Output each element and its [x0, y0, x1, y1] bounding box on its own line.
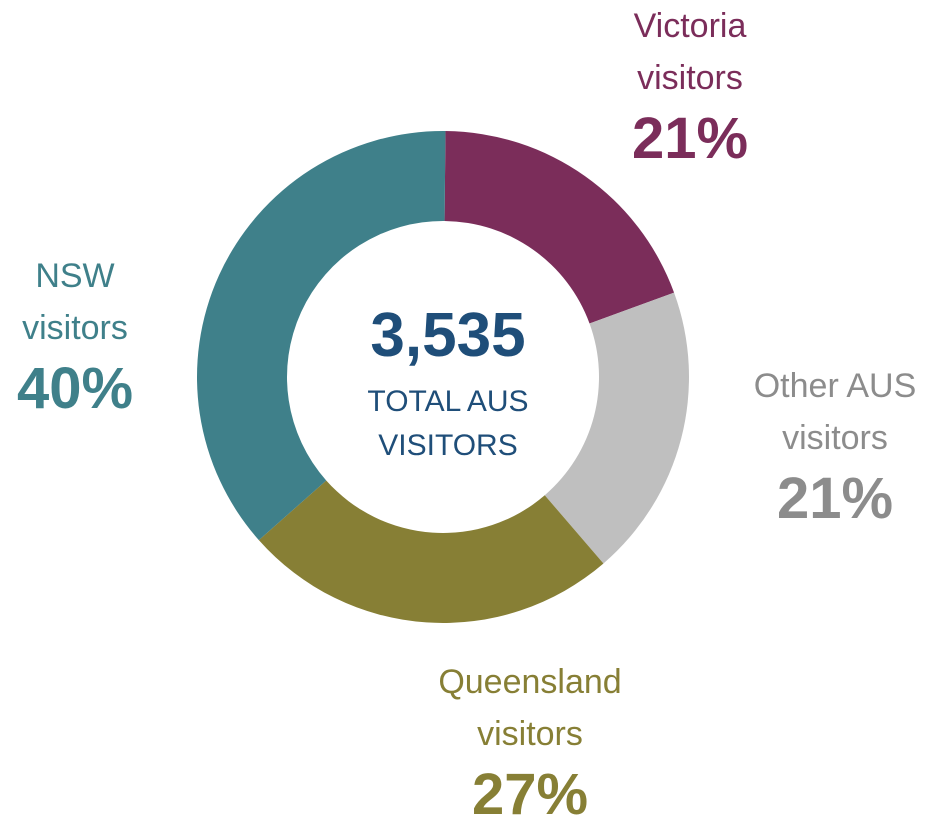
- slice-label: Victoria visitors 21%: [590, 0, 790, 174]
- value-label: 21%: [776, 466, 894, 531]
- donut-slice: [444, 131, 675, 324]
- slice-label: NSW visitors 40%: [0, 250, 150, 424]
- slice-label: Queensland visitors 27%: [400, 656, 660, 829]
- value-label: 27%: [471, 762, 589, 827]
- slice-label: Other AUS visitors 21%: [740, 360, 930, 534]
- category-label: Other AUS visitors: [753, 367, 917, 457]
- donut-slice: [197, 130, 446, 541]
- donut-slice: [544, 292, 689, 564]
- value-label: 40%: [16, 356, 134, 421]
- donut-slice: [258, 480, 604, 623]
- category-label: Victoria visitors: [633, 7, 747, 97]
- center-value: 3,535: [370, 301, 526, 370]
- center-text: TOTAL AUS VISITORS: [367, 385, 529, 462]
- category-label: NSW visitors: [22, 257, 128, 347]
- value-label: 21%: [631, 106, 749, 171]
- category-label: Queensland visitors: [438, 663, 622, 753]
